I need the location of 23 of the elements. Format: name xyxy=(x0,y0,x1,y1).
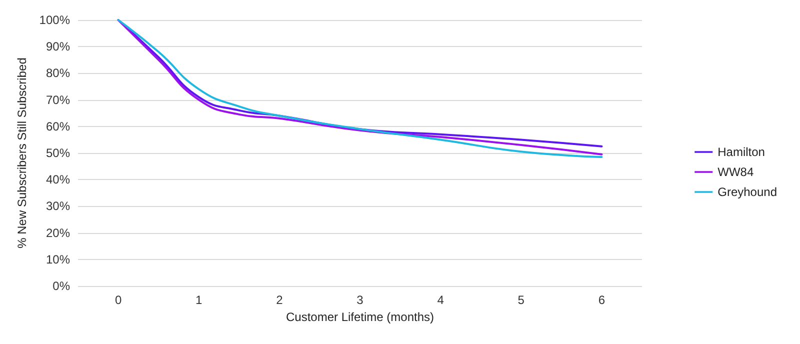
legend-label: WW84 xyxy=(718,165,754,179)
y-tick-label: 20% xyxy=(46,226,70,240)
y-tick-label: 80% xyxy=(46,66,70,80)
x-tick-label: 0 xyxy=(114,293,122,307)
y-tick-label: 50% xyxy=(46,146,70,160)
x-tick-label: 1 xyxy=(196,293,203,307)
legend-label: Hamilton xyxy=(718,145,765,159)
x-tick-label: 4 xyxy=(437,293,444,307)
x-tick-label: 6 xyxy=(598,293,606,307)
y-tick-label: 10% xyxy=(46,252,70,266)
x-tick-label: 2 xyxy=(276,293,284,307)
y-tick-label: 70% xyxy=(46,92,70,107)
y-tick-label: 90% xyxy=(46,40,70,54)
x-tick-label: 3 xyxy=(356,293,364,307)
y-tick-label: 30% xyxy=(46,199,70,214)
y-axis-title: % New Subscribers Still Subscribed xyxy=(15,58,29,248)
y-tick-label: 40% xyxy=(46,172,70,187)
x-tick-label: 5 xyxy=(518,293,525,307)
x-axis-title: Customer Lifetime (months) xyxy=(286,310,434,324)
y-tick-label: 60% xyxy=(46,119,70,134)
y-tick-label: 0% xyxy=(52,279,70,293)
y-tick-label: 100% xyxy=(39,13,70,27)
legend-label: Greyhound xyxy=(718,185,777,199)
